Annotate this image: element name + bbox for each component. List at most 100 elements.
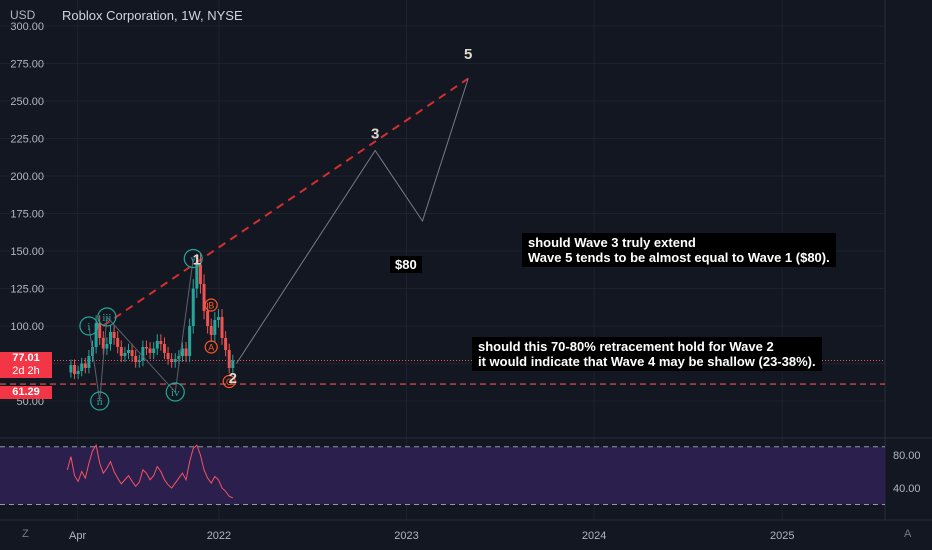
subwave-circle xyxy=(183,248,203,269)
countdown-tag: 2d 2h xyxy=(0,365,52,378)
candle-body xyxy=(155,341,159,349)
subwave-connector xyxy=(99,316,108,402)
candle-body xyxy=(137,360,141,362)
subwave-text: iv xyxy=(171,387,180,399)
subwave-label-iii: iii xyxy=(97,307,117,327)
candle-body xyxy=(80,363,84,371)
timezone-button[interactable]: Z xyxy=(22,528,29,540)
subwave-connector xyxy=(174,258,194,393)
candle-body xyxy=(73,365,77,374)
candle-body xyxy=(206,311,210,326)
abc-text: A xyxy=(208,343,214,353)
abc-label-B: B xyxy=(204,298,218,312)
time-axis-tick: 2022 xyxy=(207,530,231,542)
candle-body xyxy=(216,317,220,320)
candle-body xyxy=(202,284,206,311)
wave-target-dashed-line xyxy=(102,77,469,327)
abc-circle xyxy=(204,340,218,354)
candle-body xyxy=(191,288,195,326)
candle-body xyxy=(69,365,73,373)
projected-wave-path xyxy=(235,78,469,364)
candle-body xyxy=(141,347,145,361)
candle-body xyxy=(76,371,80,374)
candle-body xyxy=(98,323,102,338)
rsi-axis-tick: 40.00 xyxy=(893,483,921,495)
abc-label-A: A xyxy=(204,340,218,354)
candle-body xyxy=(166,353,170,359)
candle-body xyxy=(159,341,163,344)
subwave-circle xyxy=(90,391,110,411)
price-axis-tick: 50.00 xyxy=(16,396,44,408)
subwave-label-v: v xyxy=(183,248,203,269)
wave3-note-line1: should Wave 3 truly extend xyxy=(528,235,696,250)
subwave-label-iv: iv xyxy=(165,382,185,402)
subwave-label-i: i xyxy=(79,316,99,336)
time-axis: Apr 2022 2023 2024 2025 xyxy=(69,530,794,542)
candle-body xyxy=(119,347,123,356)
auto-scale-button[interactable]: A xyxy=(904,528,912,540)
candle-body xyxy=(180,348,184,356)
wave-number-5: 5 xyxy=(464,46,472,63)
abc-text: C xyxy=(226,377,233,387)
candle-body xyxy=(213,320,217,335)
candle-body xyxy=(227,350,231,368)
candle-body xyxy=(105,344,109,349)
candle-body xyxy=(162,344,166,353)
wave3-note: should Wave 3 truly extend Wave 5 tends … xyxy=(522,233,836,267)
price-axis-tick: 125.00 xyxy=(10,284,44,296)
candle-body xyxy=(209,326,213,335)
candle-body xyxy=(101,338,105,349)
candle-body xyxy=(130,350,134,356)
price-axis-tick: 175.00 xyxy=(10,209,44,221)
subwave-label-ii: ii xyxy=(90,391,110,411)
wave-number-3: 3 xyxy=(371,126,379,143)
abc-circle xyxy=(222,374,236,389)
time-axis-tick: 2023 xyxy=(394,530,418,542)
candle-body xyxy=(188,326,192,356)
time-axis-tick: 2024 xyxy=(582,530,606,542)
candle-body xyxy=(112,332,116,338)
candle-body xyxy=(184,348,188,356)
candle-body xyxy=(220,317,224,338)
candle-body xyxy=(195,264,199,289)
subwave-text: i xyxy=(87,321,90,333)
subwave-text: v xyxy=(190,254,196,266)
rsi-line xyxy=(66,443,234,499)
price-axis-tick: 250.00 xyxy=(10,96,44,108)
price-axis-tick: 100.00 xyxy=(10,321,44,333)
wave-number-1: 1 xyxy=(193,252,201,269)
candle-body xyxy=(134,356,138,362)
wave-number-2: 2 xyxy=(229,370,237,387)
subwave-text: ii xyxy=(97,396,103,408)
time-axis-tick: 2025 xyxy=(770,530,794,542)
candle-body xyxy=(116,338,120,347)
abc-text: B xyxy=(208,301,214,311)
candle-body xyxy=(126,350,130,353)
symbol-title[interactable]: Roblox Corporation, 1W, NYSE xyxy=(62,8,243,23)
wave2-note: should this 70-80% retracement hold for … xyxy=(472,337,822,371)
wave1-size-label: $80 xyxy=(390,256,422,273)
candle-body xyxy=(94,323,98,347)
candle-body xyxy=(177,356,181,359)
candle-body xyxy=(224,338,228,350)
candle-body xyxy=(108,332,112,344)
price-axis-tick: 150.00 xyxy=(10,246,44,258)
price-axis-tick: 275.00 xyxy=(10,59,44,71)
price-axis-tick: 300.00 xyxy=(10,21,44,33)
candle-body xyxy=(83,363,87,368)
subwave-connector xyxy=(88,325,101,402)
candle-body xyxy=(87,356,91,368)
candle-body xyxy=(173,359,177,362)
subwave-connector xyxy=(106,316,176,393)
subwave-circle xyxy=(79,316,99,336)
low-level-tag: 61.29 xyxy=(0,386,52,399)
last-price-tag: 77.01 xyxy=(0,352,52,365)
wave3-note-line2: Wave 5 tends to be almost equal to Wave … xyxy=(528,250,830,265)
wave2-note-line2: it would indicate that Wave 4 may be sha… xyxy=(478,354,816,369)
price-axis-tick: 225.00 xyxy=(10,134,44,146)
currency-label: USD xyxy=(10,8,36,22)
time-axis-tick: Apr xyxy=(69,530,86,542)
rsi-pane: 40.00 80.00 xyxy=(0,443,921,505)
subwave-circle xyxy=(165,382,185,402)
